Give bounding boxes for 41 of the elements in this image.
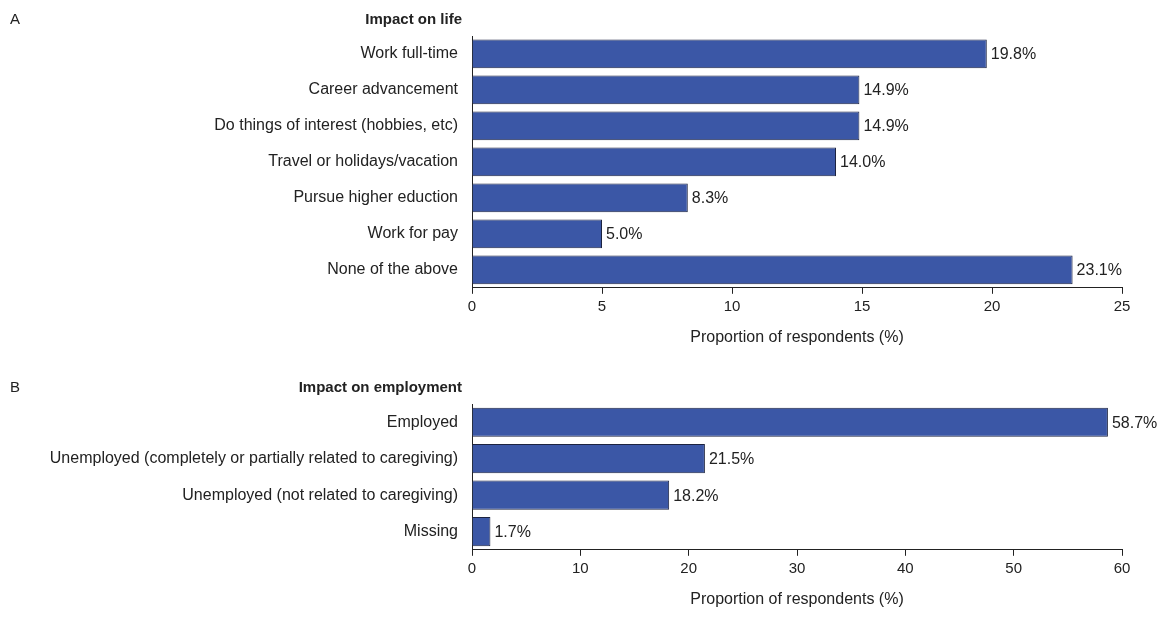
x-axis-title: Proportion of respondents (%) <box>690 327 904 345</box>
y-tick-label: Travel or holidays/vacation <box>268 152 458 170</box>
data-label: 5.0% <box>606 225 643 243</box>
text: A <box>10 10 21 28</box>
x-tick-label: 25 <box>1113 296 1131 314</box>
y-tick-label: Unemployed (completely or partially related to caregiving) <box>49 449 458 467</box>
x-tick-label: 10 <box>723 296 741 314</box>
x-tick-label: 60 <box>1113 558 1131 576</box>
data-label: 58.7% <box>1111 413 1158 431</box>
text: B <box>10 378 21 396</box>
data-label: 18.2% <box>673 486 719 504</box>
x-tick-label: 5 <box>597 296 607 314</box>
y-tick-label: Pursue higher eduction <box>293 188 458 206</box>
x-axis-title: Proportion of respondents (%) <box>690 589 904 607</box>
y-tick-label: Work for pay <box>367 224 458 242</box>
data-label: 23.1% <box>1076 261 1122 279</box>
y-tick-label: Career advancement <box>308 80 459 98</box>
y-tick-label: Employed <box>386 412 458 430</box>
data-label: 1.7% <box>494 522 531 540</box>
chart-title: Impact on employment <box>298 378 462 396</box>
data-label: 19.8% <box>990 45 1037 63</box>
y-tick-label: Missing <box>403 521 458 539</box>
x-tick-label: 0 <box>467 558 477 576</box>
y-tick-label: Do things of interest (hobbies, etc) <box>214 116 458 134</box>
data-label: 14.9% <box>863 117 909 135</box>
data-label: 14.9% <box>863 81 909 99</box>
y-tick-label: Work full-time <box>360 44 459 62</box>
data-label: 14.0% <box>840 153 886 171</box>
x-tick-label: 20 <box>680 558 698 576</box>
data-label: 8.3% <box>691 189 729 207</box>
x-tick-label: 50 <box>1005 558 1023 576</box>
data-label: 21.5% <box>708 450 755 468</box>
chart-title: Impact on life <box>365 10 462 28</box>
x-tick-label: 15 <box>853 296 871 314</box>
x-tick-label: 0 <box>467 296 477 314</box>
x-tick-label: 30 <box>788 558 806 576</box>
x-tick-label: 40 <box>896 558 914 576</box>
y-tick-label: Unemployed (not related to caregiving) <box>182 485 458 503</box>
x-tick-label: 20 <box>983 296 1001 314</box>
x-tick-label: 10 <box>571 558 589 576</box>
y-tick-label: None of the above <box>327 260 459 278</box>
